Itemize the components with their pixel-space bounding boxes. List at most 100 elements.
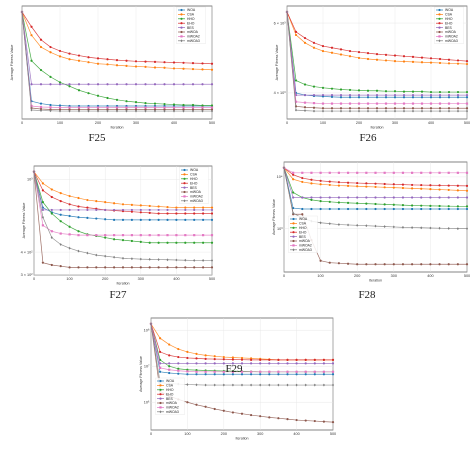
data-point [204, 354, 207, 357]
data-point [310, 171, 313, 174]
data-point [392, 263, 395, 266]
data-point [337, 223, 340, 226]
data-point [465, 90, 469, 94]
legend-label: EHO [299, 230, 307, 234]
data-point [456, 171, 459, 174]
data-point [157, 208, 160, 212]
data-point [374, 207, 377, 211]
data-point [411, 90, 415, 93]
data-point [130, 203, 133, 206]
data-point [393, 90, 397, 93]
data-point [104, 208, 107, 212]
data-point [186, 370, 189, 373]
data-point [331, 358, 335, 361]
chart-panel-f25: 0 100 200 300 400 500 Iteration Average Fitness… [10, 5, 215, 144]
data-point [195, 352, 198, 356]
series-bes [32, 170, 214, 212]
data-point [95, 266, 98, 269]
data-point [304, 362, 307, 365]
data-point [402, 90, 406, 93]
data-point [402, 109, 406, 113]
data-point [366, 107, 370, 110]
data-point [366, 102, 370, 105]
data-point [420, 187, 423, 190]
legend-marker [438, 30, 441, 34]
data-point [157, 212, 160, 215]
data-point [30, 83, 33, 86]
legend-label: EHO [187, 21, 195, 25]
legend-label: mWOA3 [299, 248, 312, 252]
data-point [210, 83, 214, 86]
data-point [202, 234, 205, 237]
data-point [282, 166, 286, 170]
data-point [240, 383, 244, 387]
legend-label: BES [190, 186, 198, 190]
data-point [402, 60, 406, 63]
data-point [148, 208, 151, 212]
data-point [429, 96, 433, 99]
legend-label: HHO [299, 226, 307, 230]
data-point [465, 227, 469, 231]
data-point [240, 356, 244, 360]
data-point [157, 234, 160, 237]
data-point [77, 208, 80, 212]
data-point [420, 96, 424, 99]
data-point [50, 212, 53, 215]
legend-box [179, 166, 209, 204]
legend-label: HHO [445, 17, 453, 21]
data-point [374, 224, 377, 228]
data-point [328, 222, 331, 226]
series-mwoa [20, 10, 214, 111]
data-point [86, 206, 89, 209]
data-point [148, 257, 151, 261]
data-point [39, 83, 43, 86]
data-point [134, 106, 138, 109]
data-point [313, 370, 316, 373]
data-point [49, 45, 52, 49]
data-point [331, 421, 335, 424]
legend-box [288, 215, 318, 253]
legend-label: EHO [190, 181, 198, 185]
data-point [58, 106, 62, 109]
data-point [319, 196, 322, 199]
data-point [447, 205, 450, 208]
data-point [202, 218, 205, 221]
data-point [231, 383, 234, 387]
data-point [420, 109, 424, 113]
data-point [346, 184, 350, 188]
x-tick-label: 300 [257, 432, 263, 436]
data-point [139, 218, 142, 221]
data-point [420, 183, 423, 187]
data-point [231, 411, 234, 414]
data-point [330, 95, 334, 98]
data-point [77, 216, 80, 219]
data-point [366, 93, 370, 97]
data-point [384, 53, 388, 56]
data-point [186, 401, 189, 404]
data-point [148, 241, 151, 244]
data-point [447, 62, 451, 65]
legend-label: mWOA3 [166, 410, 179, 414]
data-point [384, 102, 388, 105]
data-point [319, 207, 322, 211]
data-point [210, 62, 214, 65]
data-point [39, 102, 43, 105]
data-point [447, 102, 451, 105]
data-point [384, 90, 388, 93]
data-point [348, 93, 352, 97]
data-point [259, 358, 262, 361]
data-point [339, 96, 343, 99]
y-tick-label: 6 × 10³ [274, 21, 287, 25]
data-point [222, 362, 225, 365]
data-point [331, 362, 335, 365]
data-point [295, 373, 298, 376]
data-point [175, 206, 178, 209]
data-point [447, 227, 450, 230]
data-point [210, 68, 214, 71]
data-point [96, 62, 100, 65]
data-point [195, 357, 198, 360]
data-point [348, 102, 352, 105]
x-tick-label: 200 [102, 277, 108, 281]
data-point [184, 208, 187, 212]
